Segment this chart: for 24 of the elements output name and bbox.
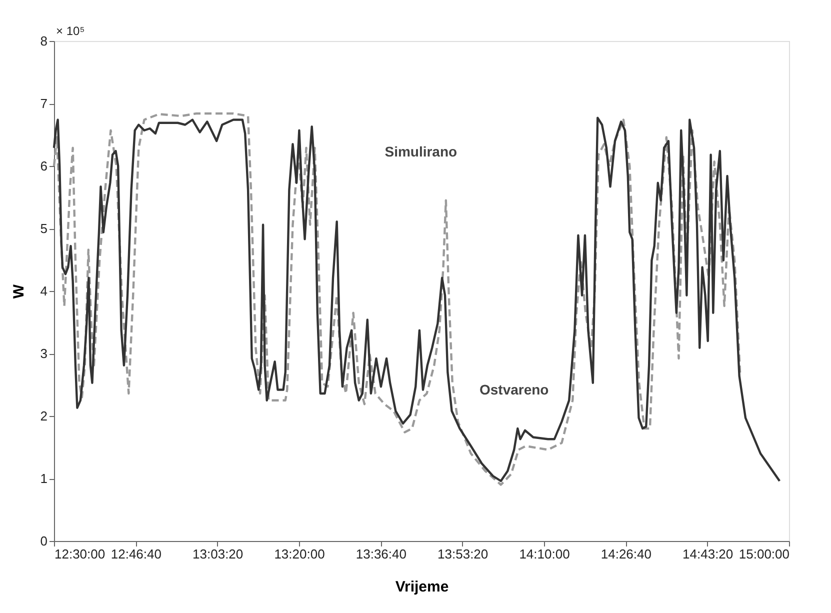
y-axis-title: W: [10, 284, 28, 299]
x-tick-label: 12:46:40: [110, 546, 162, 562]
y-tick-label: 7: [40, 96, 48, 111]
annotation: Ostvareno: [479, 382, 549, 398]
text: × 10⁵: [56, 24, 85, 38]
y-tick-label: 3: [40, 346, 48, 361]
x-axis-title: Vrijeme: [395, 578, 449, 596]
y-tick-label: 4: [40, 284, 48, 298]
y-tick-label: 1: [40, 471, 48, 486]
x-tick-label: 14:10:00: [519, 546, 570, 562]
annotation: Simulirano: [384, 143, 458, 160]
y-tick-label: 0: [40, 534, 48, 548]
x-tick-label: 13:36:40: [356, 546, 406, 562]
x-tick-label: 13:20:00: [274, 546, 325, 562]
y-tick-label: 5: [40, 221, 48, 236]
x-tick-label: 14:26:40: [600, 546, 652, 562]
x-tick-label: 13:03:20: [192, 546, 244, 562]
x-tick-label: 15:00:00: [738, 546, 790, 562]
y-tick-label: 6: [40, 158, 48, 174]
x-tick-label: 13:53:20: [438, 546, 488, 562]
x-tick-label: 14:43:20: [682, 546, 734, 562]
y-tick-label: 2: [40, 408, 48, 424]
x-tick-label: 12:30:00: [54, 546, 106, 562]
y-tick-label: 8: [40, 34, 48, 48]
